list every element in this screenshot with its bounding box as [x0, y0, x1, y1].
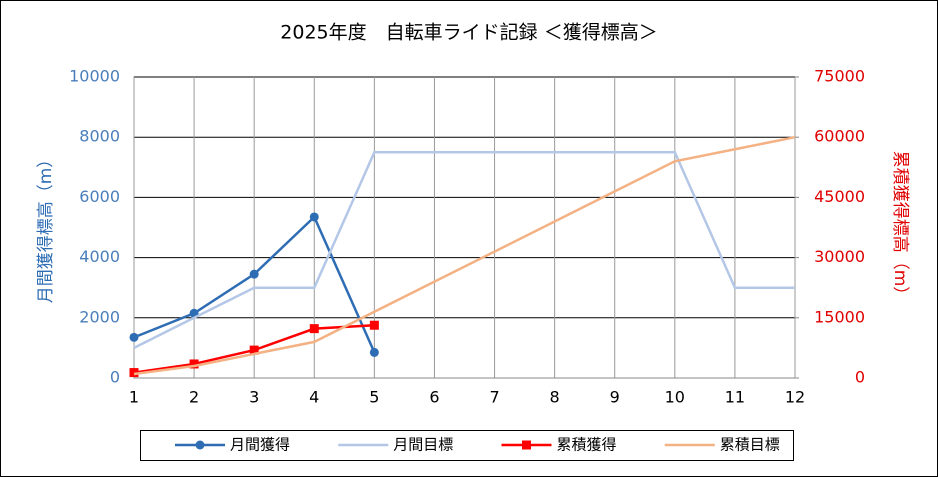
marker	[309, 324, 319, 334]
marker	[189, 359, 199, 369]
x-tick-label: 10	[665, 388, 685, 407]
chart-title: 2025年度 自転車ライド記録 ＜獲得標高＞	[280, 22, 657, 44]
y-tick-label: 4000	[79, 247, 120, 266]
y2-tick-label: 15000	[814, 307, 865, 326]
marker	[369, 320, 379, 330]
x-tick-label: 9	[610, 388, 620, 407]
series-line	[133, 151, 795, 350]
x-tick-label: 8	[550, 388, 560, 407]
legend-label: 月間獲得	[230, 436, 290, 454]
y2-tick-label: 30000	[814, 247, 865, 266]
marker	[195, 440, 205, 450]
x-tick-label: 1	[129, 388, 139, 407]
marker	[249, 345, 259, 355]
x-tick-label: 2	[189, 388, 199, 407]
y2-axis-label: 累積獲得標高（m）	[890, 151, 910, 304]
x-tick-label: 4	[309, 388, 319, 407]
legend-label: 累積獲得	[557, 436, 617, 454]
marker	[369, 347, 379, 357]
y-axis-label: 月間獲得標高（m）	[36, 151, 56, 304]
y-tick-label: 2000	[79, 307, 120, 326]
legend-label: 累積目標	[720, 436, 780, 454]
x-tick-label: 12	[785, 388, 805, 407]
plot-area	[133, 76, 796, 379]
y2-tick-label: 0	[855, 368, 865, 387]
x-tick-label: 11	[725, 388, 745, 407]
marker	[129, 368, 139, 378]
y-tick-label: 10000	[69, 67, 120, 86]
x-tick-label: 3	[249, 388, 259, 407]
y-tick-label: 8000	[79, 127, 120, 146]
y-tick-label: 6000	[79, 187, 120, 206]
legend-label: 月間目標	[393, 436, 453, 454]
x-tick-label: 6	[429, 388, 439, 407]
series-line	[133, 135, 796, 376]
x-tick-label: 7	[489, 388, 499, 407]
y-tick-label: 0	[110, 368, 120, 387]
marker	[249, 269, 259, 279]
y2-tick-label: 45000	[814, 187, 865, 206]
y2-tick-label: 60000	[814, 127, 865, 146]
marker	[129, 332, 139, 342]
x-tick-label: 5	[369, 388, 379, 407]
marker	[309, 212, 319, 222]
marker	[522, 440, 531, 450]
y2-tick-label: 75000	[814, 67, 865, 86]
